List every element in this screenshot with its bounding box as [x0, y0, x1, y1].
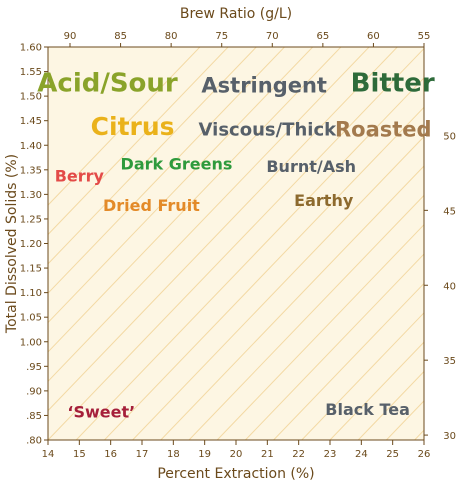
top-tick-label: 90	[64, 31, 77, 42]
y-tick-label: 1.55	[20, 67, 42, 78]
x-tick-label: 18	[167, 449, 180, 460]
brew-ratio-line	[48, 47, 342, 353]
top-tick-label: 60	[367, 31, 380, 42]
x-axis-title: Percent Extraction (%)	[157, 466, 314, 482]
brew-ratio-line	[48, 47, 370, 383]
right-tick-label: 35	[443, 356, 456, 367]
x-tick-label: 22	[292, 449, 305, 460]
y-tick-label: 1.15	[20, 264, 42, 275]
x-tick-label: 15	[73, 449, 86, 460]
brew-ratio-line	[245, 253, 424, 440]
brew-ratio-line	[273, 282, 424, 440]
flavor-label: Bitter	[351, 68, 435, 98]
y-tick-label: 1.40	[20, 141, 42, 152]
flavor-label: Burnt/Ash	[266, 157, 356, 176]
top-tick-label: 85	[114, 31, 127, 42]
flavor-label: Astringent	[201, 73, 327, 97]
brew-ratio-line	[132, 135, 424, 440]
brew-ratio-line	[443, 32, 474, 440]
flavor-label: Dark Greens	[121, 154, 233, 173]
top-tick-label: 80	[165, 31, 178, 42]
brew-ratio-line	[216, 223, 424, 440]
y-tick-label: .80	[26, 436, 42, 447]
y-tick-label: 1.30	[20, 190, 42, 201]
flavor-label: ‘Sweet’	[67, 402, 135, 421]
x-tick-label: 16	[104, 449, 117, 460]
flavor-label: Citrus	[91, 112, 175, 141]
flavor-label: Acid/Sour	[37, 68, 178, 98]
y-tick-label: 1.00	[20, 337, 42, 348]
y-tick-label: 1.60	[20, 43, 42, 54]
brew-ratio-line	[75, 77, 424, 440]
brew-ratio-line	[301, 312, 424, 440]
x-tick-label: 24	[355, 449, 368, 460]
flavor-label: Viscous/Thick	[199, 120, 338, 141]
brew-ratio-line	[160, 165, 424, 440]
brew-ratio-line	[48, 47, 258, 265]
y-tick-label: 1.10	[20, 288, 42, 299]
x-tick-label: 19	[198, 449, 211, 460]
x-tick-label: 25	[386, 449, 399, 460]
x-tick-label: 17	[136, 449, 149, 460]
top-tick-label: 65	[316, 31, 329, 42]
x-tick-label: 20	[230, 449, 243, 460]
top-tick-label: 55	[418, 31, 431, 42]
flavor-label: Berry	[55, 167, 105, 186]
brew-ratio-line	[48, 47, 424, 440]
x-tick-label: 21	[261, 449, 274, 460]
brew-ratio-line	[48, 47, 399, 412]
y-tick-label: 1.05	[20, 313, 42, 324]
top-tick-label: 70	[266, 31, 279, 42]
y-tick-label: 1.50	[20, 92, 42, 103]
y-tick-label: 1.20	[20, 239, 42, 250]
brew-ratio-line	[48, 47, 314, 324]
brew-ratio-line	[48, 47, 201, 206]
x-tick-label: 14	[42, 449, 55, 460]
right-axis-ticks: 30 35 40 45 50	[424, 131, 456, 442]
right-tick-label: 50	[443, 131, 456, 142]
y-tick-label: 1.25	[20, 214, 42, 225]
y-tick-label: .85	[26, 411, 42, 422]
x-axis-ticks: 14 15 16 17 18 19 20 21 22 23 24 25 26	[42, 440, 431, 460]
right-tick-label: 40	[443, 281, 456, 292]
y-tick-label: 1.45	[20, 116, 42, 127]
flavor-label: Black Tea	[325, 400, 410, 419]
x-tick-label: 23	[324, 449, 337, 460]
y-axis-ticks: .80 .85 .90 .95 1.00 1.05 1.10 1.15 1.20 1.25 1.30…	[20, 43, 48, 447]
y-axis-title: Total Dissolved Solids (%)	[4, 154, 20, 334]
brew-ratio-line	[48, 47, 286, 294]
top-axis-ticks: 90 85 80 75 70 65 60 55	[64, 31, 431, 47]
y-tick-label: .90	[26, 386, 42, 397]
x-tick-label: 26	[418, 449, 431, 460]
y-tick-label: .95	[26, 362, 42, 373]
brew-ratio-line	[357, 370, 424, 440]
brew-ratio-line	[188, 194, 424, 440]
top-tick-label: 75	[215, 31, 228, 42]
brew-ratio-line	[329, 341, 424, 440]
brew-ratio-lines	[48, 32, 474, 440]
right-tick-label: 30	[443, 431, 456, 442]
top-axis-title: Brew Ratio (g/L)	[180, 6, 292, 22]
y-tick-label: 1.35	[20, 165, 42, 176]
flavor-label: Roasted	[335, 118, 432, 142]
right-tick-label: 45	[443, 206, 456, 217]
brew-ratio-line	[48, 47, 229, 236]
flavor-labels: Acid/Sour Astringent Bitter Citrus Viscous/T…	[37, 68, 435, 421]
flavor-label: Earthy	[294, 191, 354, 210]
flavor-label: Dried Fruit	[103, 196, 200, 215]
brew-ratio-line	[104, 106, 424, 440]
